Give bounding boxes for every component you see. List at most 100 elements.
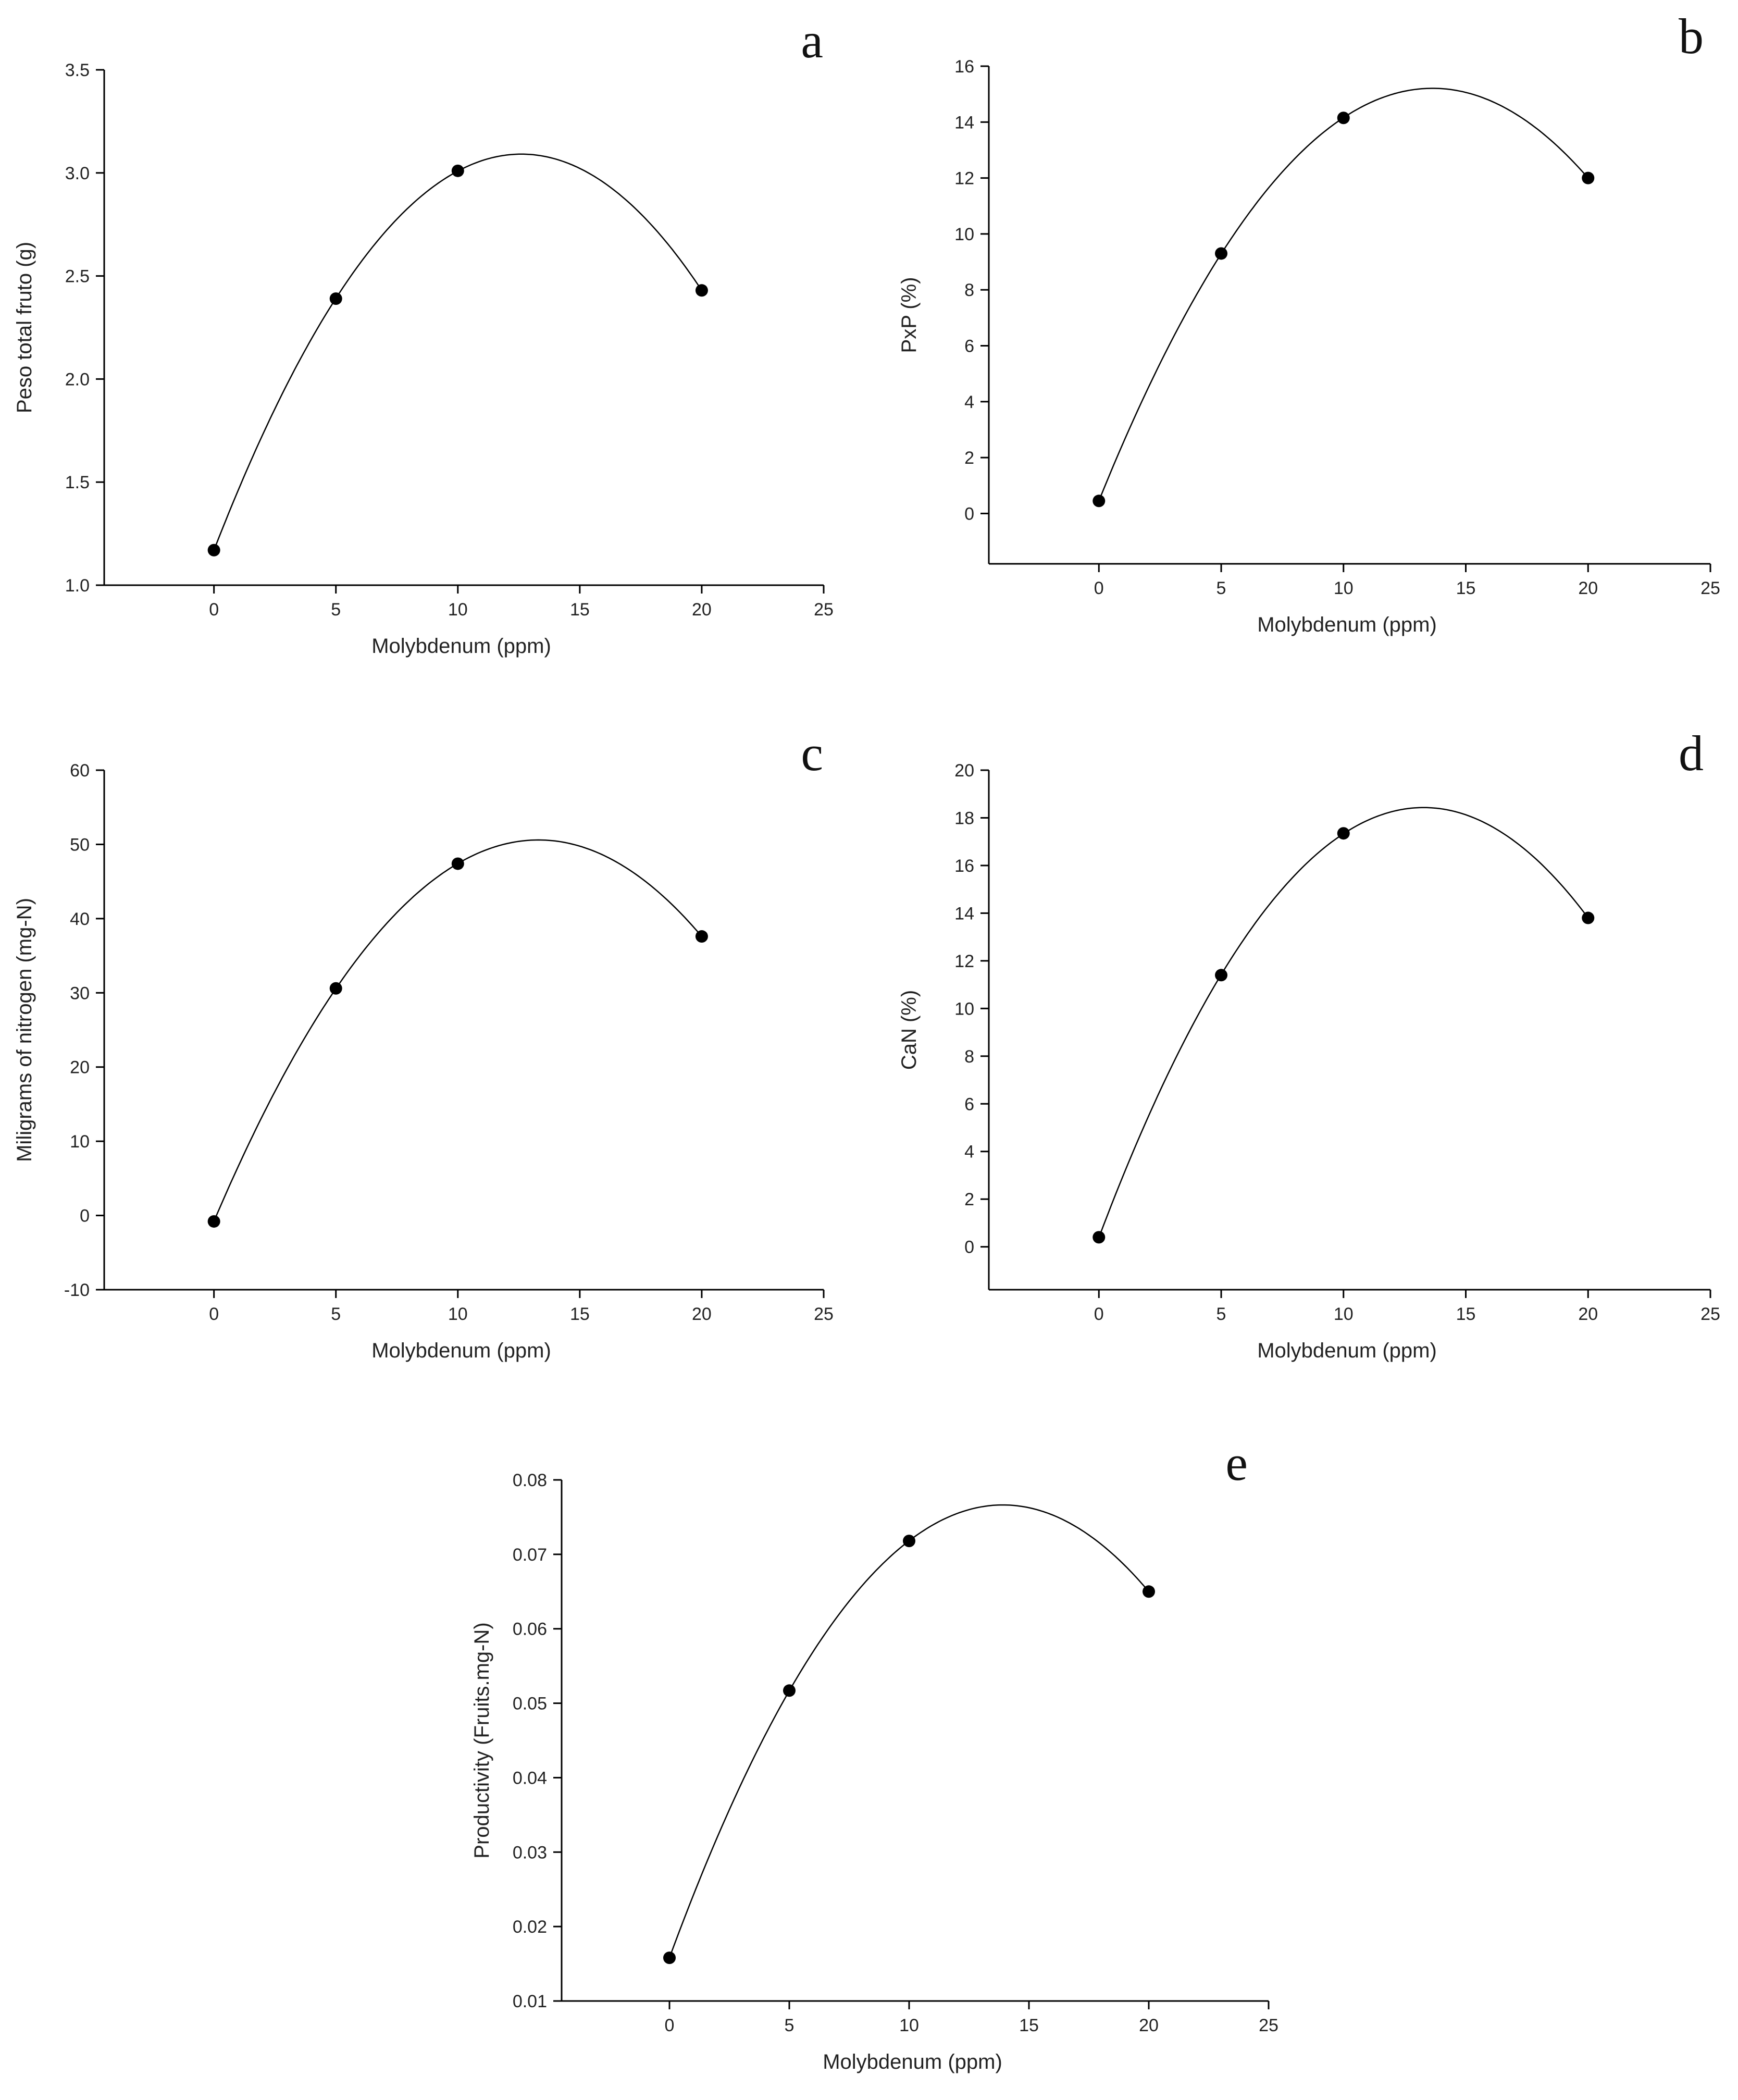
x-tick-label: 25 — [814, 1304, 834, 1324]
data-point — [1337, 112, 1350, 125]
y-tick-label: 14 — [954, 113, 974, 132]
x-tick-label: 0 — [209, 1304, 219, 1324]
panel-letter: d — [1679, 725, 1704, 781]
data-point — [695, 930, 708, 943]
y-tick-label: 1.5 — [65, 473, 90, 492]
y-tick-label: 0.08 — [513, 1471, 547, 1490]
x-tick-label: 5 — [331, 1304, 341, 1324]
x-tick-label: 10 — [448, 1304, 468, 1324]
y-tick-label: 0.02 — [513, 1917, 547, 1937]
x-tick-label: 20 — [1578, 1304, 1598, 1324]
data-point — [207, 543, 220, 557]
y-tick-label: 0 — [964, 1238, 974, 1257]
x-axis-title: Molybdenum (ppm) — [823, 2050, 1002, 2073]
chart-panel-b: 0 2 4 6 8 10 12 14 16 0 5 10 15 20 25 Molybdenum (ppm) P… — [898, 8, 1720, 636]
chart-panel-d: 0 2 4 6 8 10 12 14 16 18 20 0 5 10 15 20 25 Molybdenum (p… — [898, 725, 1720, 1362]
y-tick-label: 3.5 — [65, 60, 90, 80]
data-point — [783, 1684, 796, 1697]
fit-curve — [1098, 807, 1589, 1238]
data-point — [1582, 171, 1595, 184]
y-tick-label: -10 — [64, 1280, 90, 1300]
y-tick-label: 4 — [964, 392, 974, 412]
y-tick-label: 6 — [964, 1094, 974, 1114]
x-tick-label: 15 — [1019, 2016, 1039, 2035]
data-point — [1093, 495, 1106, 508]
data-point — [663, 1951, 676, 1965]
fit-curve — [213, 839, 702, 1222]
y-tick-label: 16 — [954, 57, 974, 77]
y-tick-label: 2 — [964, 448, 974, 468]
x-tick-label: 5 — [785, 2016, 794, 2035]
x-tick-label: 10 — [1334, 1304, 1354, 1324]
y-tick-label: 1.0 — [65, 576, 90, 596]
y-tick-label: 0 — [964, 504, 974, 524]
x-tick-label: 10 — [448, 600, 468, 620]
data-point — [903, 1535, 915, 1548]
x-tick-label: 5 — [1216, 1304, 1226, 1324]
data-point — [329, 982, 342, 995]
data-point — [695, 284, 708, 297]
y-tick-label: 8 — [964, 1047, 974, 1067]
data-point — [1582, 911, 1595, 924]
x-tick-label: 15 — [1456, 1304, 1476, 1324]
y-tick-label: 2 — [964, 1190, 974, 1209]
panel-letter: b — [1679, 8, 1704, 64]
y-tick-label: 2.5 — [65, 267, 90, 287]
y-tick-label: 8 — [964, 280, 974, 300]
y-tick-label: 30 — [70, 983, 90, 1003]
x-tick-label: 20 — [692, 600, 712, 620]
y-tick-label: 20 — [70, 1058, 90, 1078]
data-point — [451, 164, 464, 177]
chart-panel-c: -10 0 10 20 30 40 50 60 0 5 10 15 20 25 Molybdenum (pp… — [13, 725, 834, 1362]
x-tick-label: 20 — [1139, 2016, 1159, 2035]
x-tick-label: 5 — [331, 600, 341, 620]
y-tick-label: 0.03 — [513, 1843, 547, 1862]
y-tick-label: 20 — [954, 761, 974, 781]
x-tick-label: 0 — [1094, 1304, 1104, 1324]
x-axis-title: Molybdenum (ppm) — [371, 635, 551, 658]
y-axis-title: Productivity (Fruits.mg-N) — [470, 1622, 493, 1858]
x-tick-label: 20 — [1578, 578, 1598, 598]
data-point — [1143, 1585, 1155, 1598]
x-tick-label: 20 — [692, 1304, 712, 1324]
y-tick-label: 12 — [954, 169, 974, 189]
x-tick-label: 25 — [1700, 578, 1720, 598]
y-tick-label: 10 — [954, 225, 974, 244]
data-point — [1215, 247, 1228, 260]
panel-letter: c — [801, 725, 823, 781]
y-tick-label: 3.0 — [65, 164, 90, 183]
x-tick-label: 25 — [814, 600, 834, 620]
x-tick-label: 5 — [1216, 578, 1226, 598]
fit-curve — [213, 153, 702, 551]
y-tick-label: 0.04 — [513, 1768, 547, 1788]
y-tick-label: 0.06 — [513, 1620, 547, 1639]
y-tick-label: 6 — [964, 337, 974, 356]
chart-panel-e: 0.01 0.02 0.03 0.04 0.05 0.06 0.07 0.08 0 5 10 15 20… — [470, 1435, 1278, 2073]
y-tick-label: 40 — [70, 909, 90, 929]
y-tick-label: 14 — [954, 904, 974, 923]
x-tick-label: 25 — [1259, 2016, 1278, 2035]
x-axis-title: Molybdenum (ppm) — [1257, 1339, 1437, 1362]
y-tick-label: 60 — [70, 761, 90, 781]
data-point — [207, 1215, 220, 1228]
y-axis-title: CaN (%) — [898, 990, 921, 1070]
x-tick-label: 0 — [209, 600, 219, 620]
x-tick-label: 25 — [1700, 1304, 1720, 1324]
x-tick-label: 15 — [570, 600, 590, 620]
y-tick-label: 12 — [954, 952, 974, 971]
y-tick-label: 4 — [964, 1142, 974, 1162]
y-tick-label: 0.05 — [513, 1694, 547, 1714]
chart-panel-a: 1.0 1.5 2.0 2.5 3.0 3.5 0 5 10 15 20 25 Molybdenum (… — [13, 13, 834, 658]
x-axis-title: Molybdenum (ppm) — [371, 1339, 551, 1362]
y-tick-label: 0 — [80, 1206, 90, 1226]
data-point — [329, 292, 342, 305]
y-axis-title: Peso total fruto (g) — [13, 242, 36, 413]
data-point — [1215, 969, 1228, 982]
y-tick-label: 50 — [70, 835, 90, 855]
x-tick-label: 10 — [899, 2016, 919, 2035]
y-tick-label: 18 — [954, 808, 974, 828]
x-tick-label: 10 — [1334, 578, 1354, 598]
x-tick-label: 15 — [570, 1304, 590, 1324]
data-point — [1337, 827, 1350, 840]
